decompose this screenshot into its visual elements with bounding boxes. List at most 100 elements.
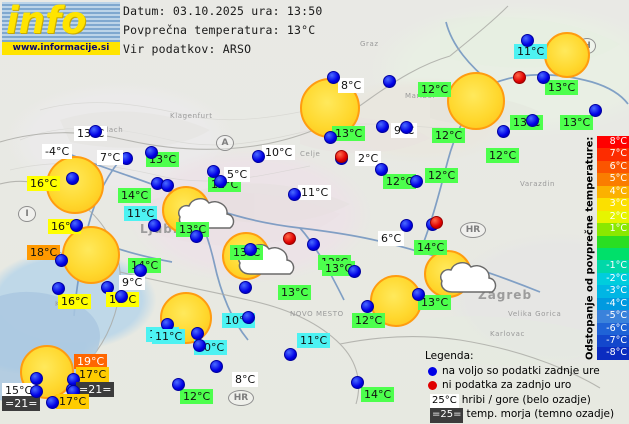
color-scale-cell: 4°C xyxy=(597,185,629,199)
station-dot-available[interactable] xyxy=(497,125,510,138)
station-dot-available[interactable] xyxy=(46,396,59,409)
station-dot-available[interactable] xyxy=(193,339,206,352)
station-dot-available[interactable] xyxy=(375,163,388,176)
legend-row: =25= temp. morja (temno ozadje) xyxy=(425,407,625,423)
map-place-label: Villach xyxy=(96,126,124,134)
station-dot-available[interactable] xyxy=(52,282,65,295)
station-dot-available[interactable] xyxy=(383,75,396,88)
station-dot-available[interactable] xyxy=(134,264,147,277)
logo-site-url: www.informacije.si xyxy=(2,42,120,55)
site-logo[interactable]: info www.informacije.si xyxy=(2,0,120,55)
temperature-chip: 12°C xyxy=(425,168,459,183)
station-dot-available[interactable] xyxy=(115,290,128,303)
station-dot-available[interactable] xyxy=(190,230,203,243)
station-dot-available[interactable] xyxy=(361,300,374,313)
station-dot-available[interactable] xyxy=(214,175,227,188)
color-scale-cell: 5°C xyxy=(597,173,629,186)
logo-wordmark: info xyxy=(6,0,87,42)
station-dot-available[interactable] xyxy=(348,265,361,278)
temperature-chip: 13°C xyxy=(332,126,366,141)
station-dot-available[interactable] xyxy=(589,104,602,117)
station-dot-available[interactable] xyxy=(307,238,320,251)
temperature-chip: 12°C xyxy=(180,389,214,404)
sun-icon xyxy=(447,72,505,130)
station-dot-available[interactable] xyxy=(172,378,185,391)
temperature-chip: 11°C xyxy=(297,333,331,348)
temperature-chip: 13°C xyxy=(545,80,579,95)
temperature-chip: 14°C xyxy=(118,188,152,203)
legend-rows: na voljo so podatki zadnje ure ni podatka… xyxy=(425,364,625,423)
station-dot-available[interactable] xyxy=(288,188,301,201)
legend-title: Legenda: xyxy=(425,350,474,362)
legend-sample-chip: =25= xyxy=(430,408,464,423)
country-code-marker: HR xyxy=(460,222,486,238)
station-dot-available[interactable] xyxy=(239,281,252,294)
color-scale-cell: 2°C xyxy=(597,210,629,224)
station-dot-available[interactable] xyxy=(526,114,539,127)
sun-behind-cloud-icon xyxy=(162,186,242,236)
temperature-chip: 12°C xyxy=(352,313,386,328)
station-dot-available[interactable] xyxy=(537,71,550,84)
temperature-chip: 13°C xyxy=(418,295,452,310)
station-dot-available[interactable] xyxy=(252,150,265,163)
station-dot-available[interactable] xyxy=(324,131,337,144)
country-code-marker: HR xyxy=(228,390,254,406)
station-dot-available[interactable] xyxy=(521,34,534,47)
color-scale: 8°C 7°C 6°C 5°C 4°C 3°C 2°C 1°C -1°C -2°C -3°C -4°C… xyxy=(597,136,629,360)
legend-row-text: hribi / gore (belo ozadje) xyxy=(461,393,591,406)
logo-graphic: info xyxy=(2,0,120,42)
color-scale-cell: -7°C xyxy=(597,335,629,348)
station-dot-available[interactable] xyxy=(244,243,257,256)
header-date-time: Datum: 03.10.2025 ura: 13:50 xyxy=(123,4,323,18)
station-dot-available[interactable] xyxy=(400,121,413,134)
temperature-chip: 8°C xyxy=(232,372,259,387)
station-dot-no-data[interactable] xyxy=(430,216,443,229)
station-dot-available[interactable] xyxy=(210,360,223,373)
color-scale-cell: -4°C xyxy=(597,297,629,311)
station-dot-available[interactable] xyxy=(30,385,43,398)
sun-icon xyxy=(544,32,590,78)
map-place-label: Varazdin xyxy=(520,180,556,188)
legend-station-dot-icon xyxy=(428,366,437,376)
station-dot-available[interactable] xyxy=(145,146,158,159)
station-dot-available[interactable] xyxy=(66,172,79,185)
station-dot-available[interactable] xyxy=(410,175,423,188)
map-place-label: Karlovac xyxy=(490,330,525,338)
color-scale-cell: -2°C xyxy=(597,272,629,286)
station-dot-available[interactable] xyxy=(351,376,364,389)
map-place-label: Graz xyxy=(360,40,379,48)
color-scale-cell xyxy=(597,247,629,261)
temperature-chip: 11°C xyxy=(124,206,158,221)
country-code-marker: A xyxy=(216,135,234,151)
station-dot-available[interactable] xyxy=(191,327,204,340)
cloud-icon xyxy=(177,198,235,229)
station-dot-available[interactable] xyxy=(242,311,255,324)
temperature-chip: 11°C xyxy=(298,185,332,200)
temperature-chip: 6°C xyxy=(378,231,405,246)
map-place-label: NOVO MESTO xyxy=(290,310,344,318)
station-dot-available[interactable] xyxy=(161,179,174,192)
map-place-label: Klagenfurt xyxy=(170,112,213,120)
station-dot-available[interactable] xyxy=(70,219,83,232)
station-dot-available[interactable] xyxy=(284,348,297,361)
station-dot-no-data[interactable] xyxy=(335,150,348,163)
station-dot-no-data[interactable] xyxy=(513,71,526,84)
station-dot-available[interactable] xyxy=(376,120,389,133)
temperature-chip: 18°C xyxy=(27,245,61,260)
temperature-chip: 12°C xyxy=(432,128,466,143)
station-dot-available[interactable] xyxy=(30,372,43,385)
sun-behind-cloud-icon xyxy=(424,250,504,300)
legend-row-text: na voljo so podatki zadnje ure xyxy=(442,364,600,377)
station-dot-available[interactable] xyxy=(207,165,220,178)
station-dot-available[interactable] xyxy=(148,219,161,232)
station-dot-available[interactable] xyxy=(412,288,425,301)
station-dot-available[interactable] xyxy=(400,219,413,232)
legend: Legenda: na voljo so podatki zadnje ure n… xyxy=(425,349,625,423)
station-dot-available[interactable] xyxy=(55,254,68,267)
station-dot-no-data[interactable] xyxy=(283,232,296,245)
station-dot-available[interactable] xyxy=(327,71,340,84)
header-info: Datum: 03.10.2025 ura: 13:50 Povprečna t… xyxy=(123,2,322,59)
station-dot-available[interactable] xyxy=(89,125,102,138)
